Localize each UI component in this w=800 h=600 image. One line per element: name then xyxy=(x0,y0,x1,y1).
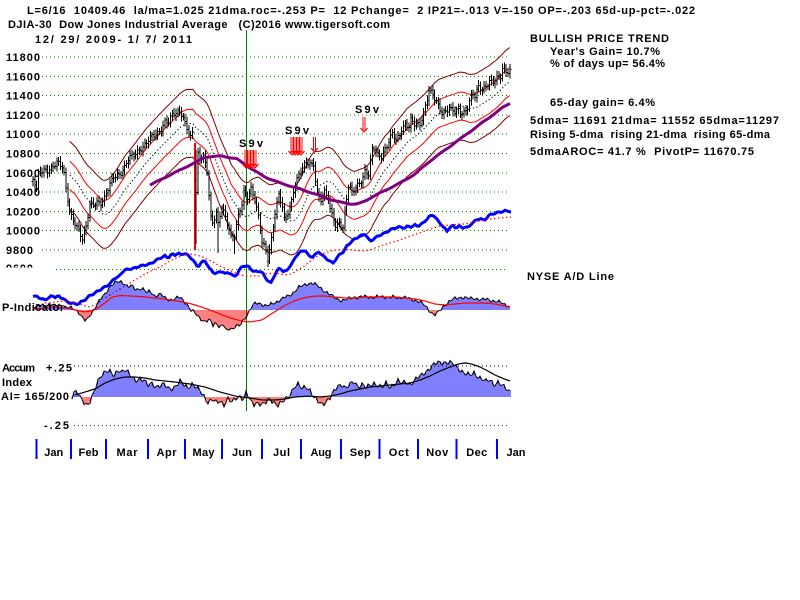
svg-text:10600: 10600 xyxy=(6,168,40,180)
svg-text:Mar: Mar xyxy=(117,447,139,459)
svg-text:DJIA-30 Dow Jones Industrial: DJIA-30 Dow Jones Industrial Average (C)… xyxy=(8,19,390,31)
svg-text:S9v: S9v xyxy=(285,125,310,137)
svg-text:Jan: Jan xyxy=(44,447,63,459)
svg-text:65-day gain= 6.4%: 65-day gain= 6.4% xyxy=(550,97,655,109)
svg-text:-.25: -.25 xyxy=(44,420,69,432)
svg-text:11000: 11000 xyxy=(6,129,40,141)
svg-text:S9v: S9v xyxy=(355,104,380,116)
svg-text:May: May xyxy=(193,447,216,459)
svg-text:9800: 9800 xyxy=(6,245,33,257)
svg-text:11600: 11600 xyxy=(6,71,40,83)
svg-text:L=6/16 10409.46 la/ma=1.025: L=6/16 10409.46 la/ma=1.025 21dma.roc=-.… xyxy=(27,5,695,17)
svg-text:Jul: Jul xyxy=(273,447,290,459)
svg-text:Year's Gain= 10.7%: Year's Gain= 10.7% xyxy=(550,46,660,58)
svg-text:S9v: S9v xyxy=(239,138,264,150)
svg-text:12/ 29/ 2009- 1/ 7/ 2011: 12/ 29/ 2009- 1/ 7/ 2011 xyxy=(35,34,192,46)
svg-text:5dmaAROC= 41.7 % PivotP= 1167: 5dmaAROC= 41.7 % PivotP= 11670.75 xyxy=(530,146,754,158)
svg-text:% of days up= 56.4%: % of days up= 56.4% xyxy=(550,58,665,70)
svg-text:10800: 10800 xyxy=(6,149,40,161)
svg-text:P-Indicator: P-Indicator xyxy=(2,302,65,314)
svg-text:10000: 10000 xyxy=(6,226,40,238)
svg-text:+.25: +.25 xyxy=(46,363,72,375)
svg-text:NYSE A/D Line: NYSE A/D Line xyxy=(527,271,614,283)
svg-text:Nov: Nov xyxy=(426,447,449,459)
svg-text:11800: 11800 xyxy=(6,52,40,64)
svg-text:Accum: Accum xyxy=(2,363,35,375)
svg-text:Jan: Jan xyxy=(507,447,526,459)
svg-text:Index: Index xyxy=(2,377,33,389)
svg-text:Jun: Jun xyxy=(232,447,252,459)
svg-text:9600: 9600 xyxy=(6,263,33,275)
svg-text:11200: 11200 xyxy=(6,110,40,122)
svg-text:10400: 10400 xyxy=(6,187,40,199)
svg-text:Apr: Apr xyxy=(157,447,178,459)
svg-text:AI= 165/200: AI= 165/200 xyxy=(1,391,69,403)
svg-text:5dma= 11691 21dma= 11552 65dma: 5dma= 11691 21dma= 11552 65dma=11297 xyxy=(530,115,779,127)
svg-text:Rising 5-dma rising 21-dma r: Rising 5-dma rising 21-dma rising 65-dma xyxy=(530,129,771,141)
svg-text:Feb: Feb xyxy=(79,447,99,459)
svg-text:10200: 10200 xyxy=(6,206,40,218)
svg-text:11400: 11400 xyxy=(6,91,40,103)
svg-text:Aug: Aug xyxy=(311,447,332,459)
svg-text:Dec: Dec xyxy=(466,447,487,459)
svg-text:Sep: Sep xyxy=(350,447,371,459)
svg-text:BULLISH PRICE TREND: BULLISH PRICE TREND xyxy=(530,33,669,45)
svg-text:Oct: Oct xyxy=(389,447,409,459)
